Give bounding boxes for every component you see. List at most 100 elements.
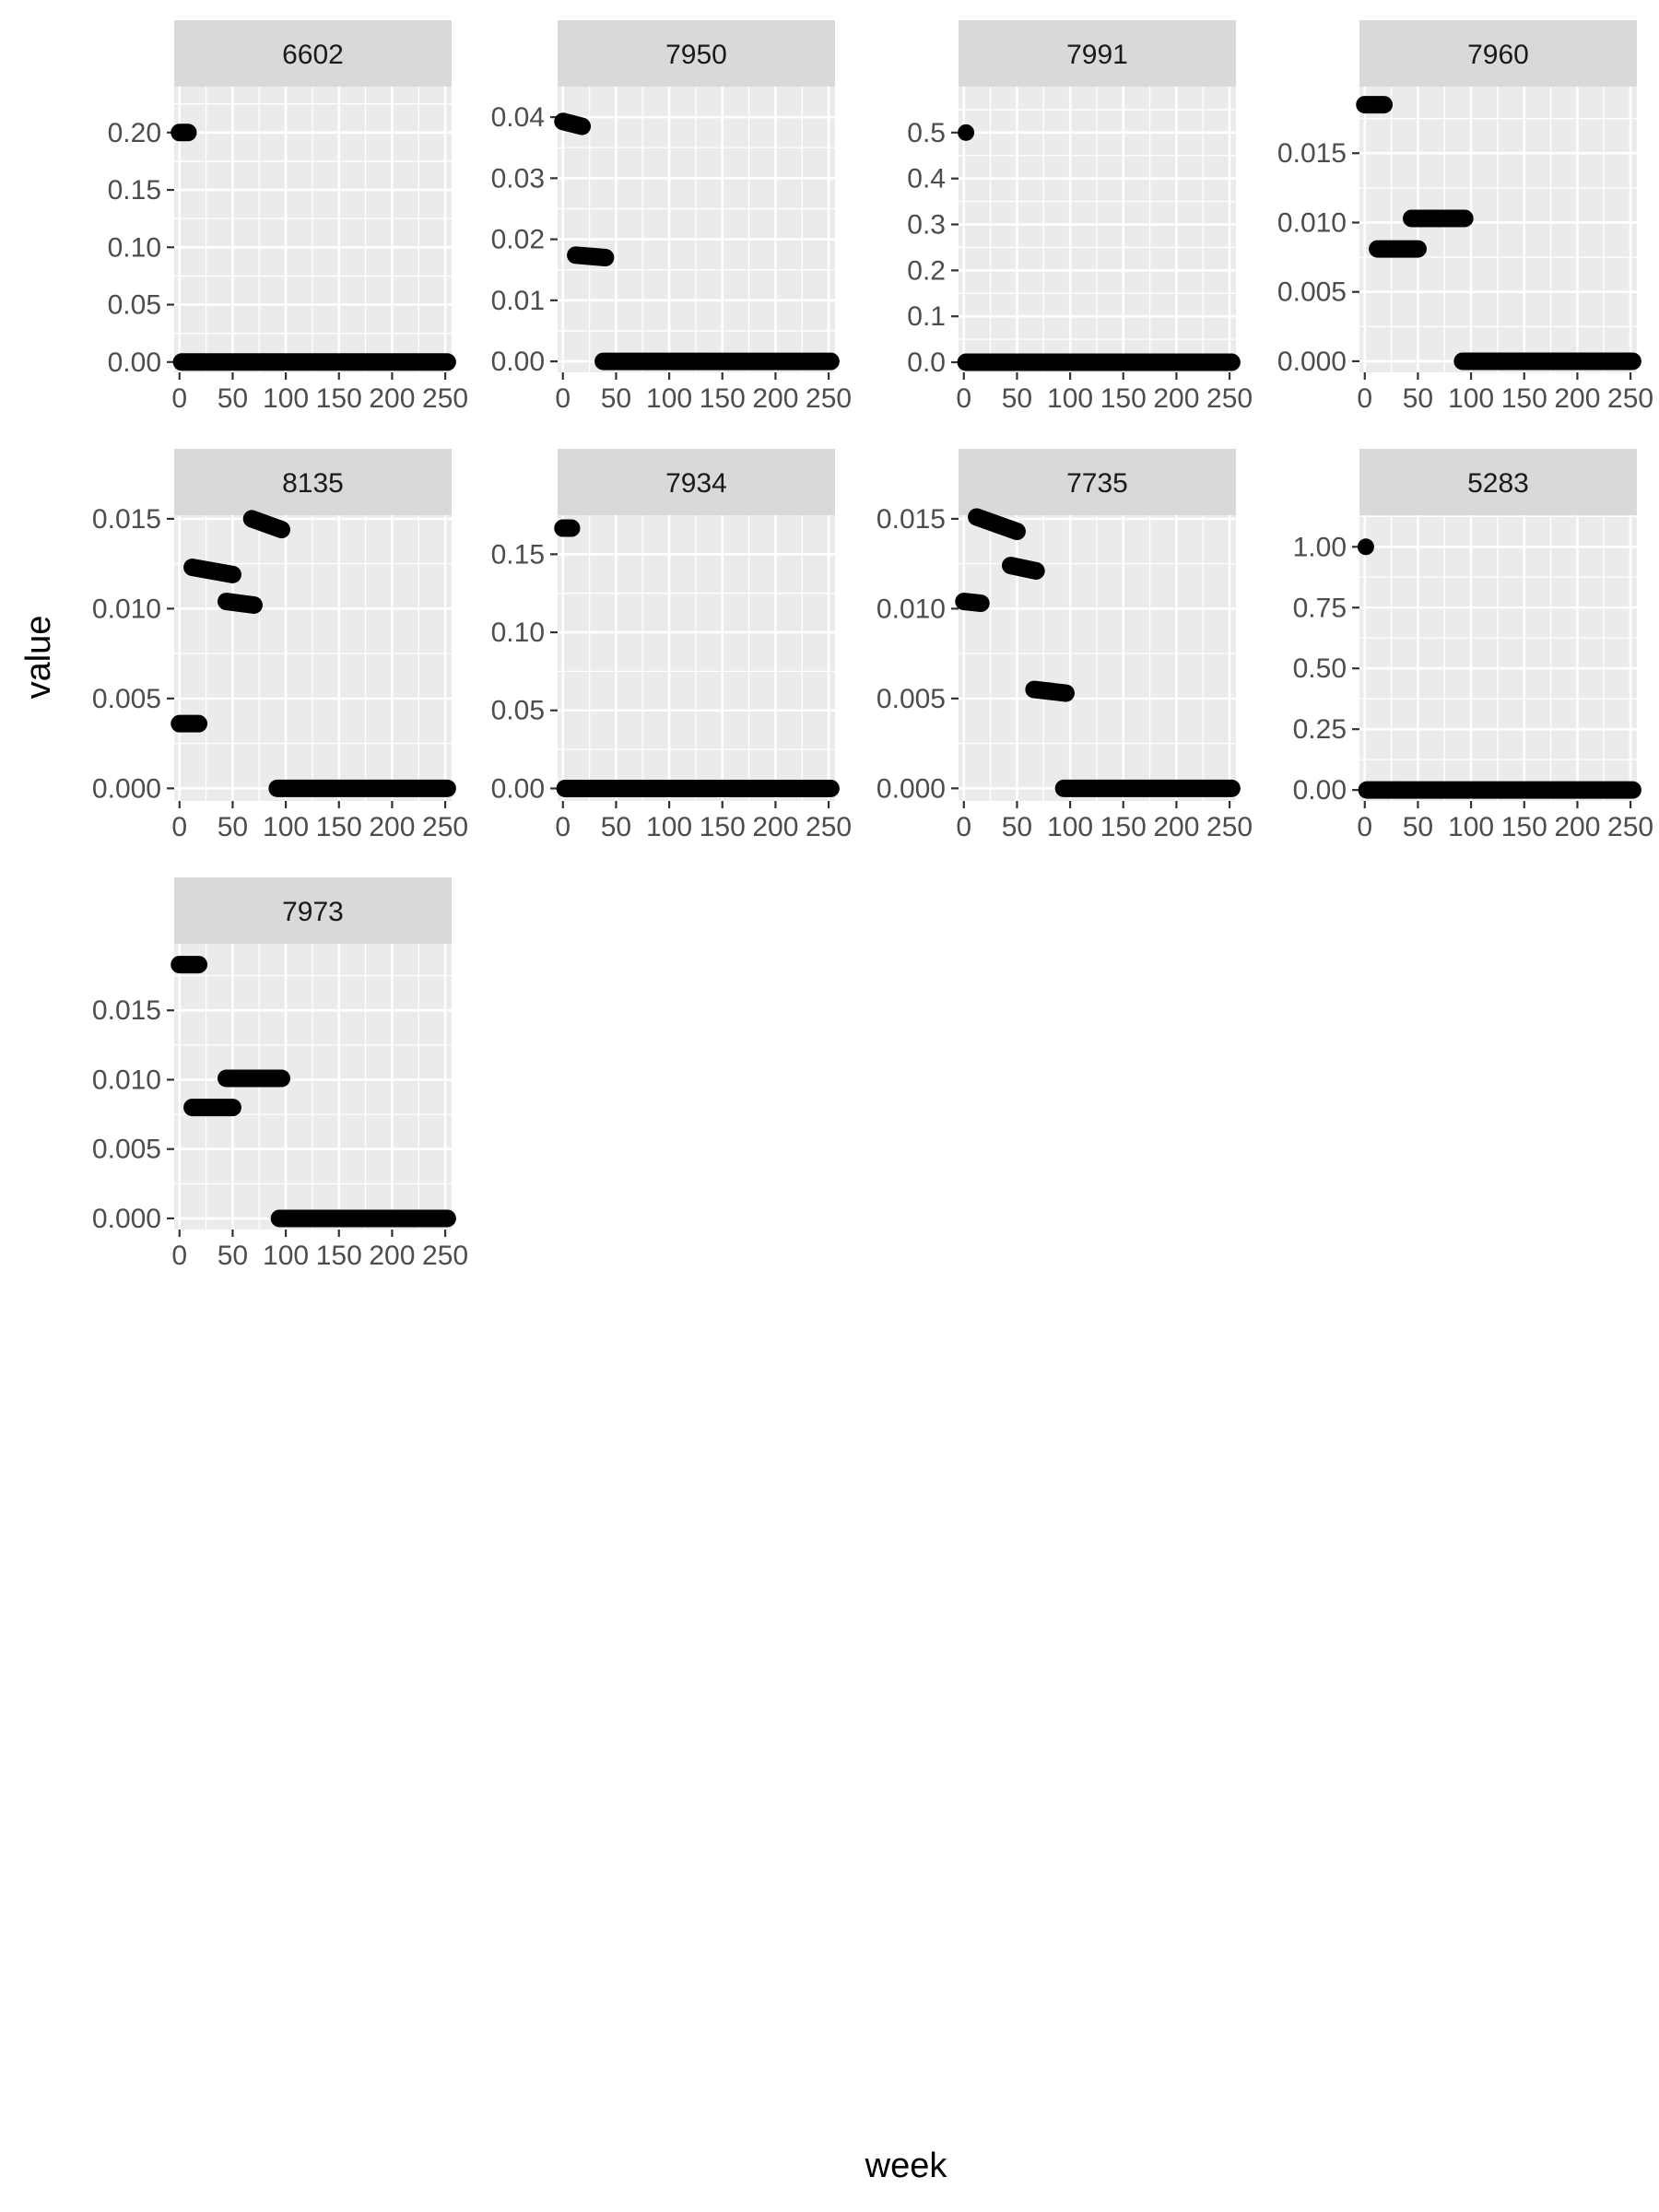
data-point-run: [554, 112, 592, 135]
x-tick-label: 200: [1554, 383, 1600, 414]
y-tick-label: 0.00: [108, 347, 161, 378]
x-tick-label: 250: [422, 383, 468, 414]
data-point-run: [242, 510, 290, 539]
x-tick-label: 200: [369, 383, 415, 414]
x-tick-label: 0: [1357, 812, 1372, 842]
x-tick-label: 150: [700, 383, 746, 414]
facet-panel-8135: 8135 0 50 100 150 200 250 0.000 0.005 0.010 0.015: [92, 449, 468, 842]
y-tick-label: 1.00: [1293, 532, 1347, 562]
x-tick-label: 150: [316, 383, 362, 414]
x-tick-label: 250: [1206, 383, 1253, 414]
x-tick-label: 200: [1554, 812, 1600, 842]
data-point-run: [955, 593, 990, 613]
facet-strip: [1359, 449, 1637, 515]
y-tick-label: 0.000: [877, 773, 946, 804]
y-tick-label: 0.02: [491, 225, 545, 255]
y-tick-label: 0.03: [491, 163, 545, 194]
x-tick-label: 100: [263, 812, 309, 842]
x-tick-label: 150: [316, 1241, 362, 1271]
y-tick-label: 0.010: [92, 1065, 161, 1095]
y-tick-label: 0.005: [92, 1135, 161, 1165]
y-tick-label: 0.05: [491, 696, 545, 726]
x-tick-label: 100: [1047, 812, 1093, 842]
facet-panel-7735: 7735 0 50 100 150 200 250 0.000 0.005 0.010 0.015: [877, 449, 1253, 842]
x-tick-label: 100: [263, 383, 309, 414]
data-point-run: [1025, 680, 1075, 702]
y-tick-label: 0.75: [1293, 593, 1347, 623]
y-tick-label: 0.25: [1293, 714, 1347, 745]
y-tick-label: 0.005: [877, 684, 946, 714]
x-tick-label: 250: [422, 1241, 468, 1271]
x-tick-label: 0: [956, 812, 971, 842]
x-tick-label: 0: [171, 1241, 187, 1271]
facet-strip: [174, 20, 452, 87]
x-tick-label: 250: [806, 383, 852, 414]
y-tick-label: 0.015: [1277, 138, 1347, 169]
y-tick-label: 0.010: [1277, 207, 1347, 238]
data-point-run: [968, 508, 1026, 541]
data-point-run: [567, 246, 615, 266]
y-tick-label: 0.20: [108, 118, 161, 148]
x-tick-label: 0: [171, 812, 187, 842]
x-tick-label: 100: [1448, 383, 1494, 414]
x-tick-label: 200: [752, 812, 798, 842]
x-tick-label: 150: [700, 812, 746, 842]
x-tick-label: 200: [369, 1241, 415, 1271]
x-tick-label: 50: [1002, 812, 1032, 842]
data-point-run: [218, 593, 263, 614]
x-tick-label: 100: [1047, 383, 1093, 414]
facet-strip-title: 7960: [1467, 40, 1529, 70]
facet-panel-7934: 7934 0 50 100 150 200 250 0.00 0.05 0.10 0.15: [491, 449, 852, 842]
y-tick-label: 0.1: [907, 301, 946, 332]
x-tick-label: 150: [1501, 812, 1547, 842]
facet-panel-5283: 5283 0 50 100 150 200 250 0.00 0.25 0.50 0.75 1.00: [1293, 449, 1653, 842]
x-tick-label: 0: [171, 383, 187, 414]
x-tick-label: 0: [956, 383, 971, 414]
y-tick-label: 0.0: [907, 347, 946, 378]
facet-strip: [959, 20, 1236, 87]
x-tick-label: 100: [646, 383, 692, 414]
x-tick-label: 150: [1100, 812, 1147, 842]
y-tick-label: 0.01: [491, 286, 545, 316]
y-tick-label: 0.2: [907, 255, 946, 286]
facet-strip-title: 7735: [1066, 468, 1128, 499]
facet-strip-title: 7973: [282, 897, 344, 927]
y-tick-label: 0.3: [907, 210, 946, 241]
data-point-run: [1002, 557, 1045, 580]
y-tick-label: 0.015: [877, 504, 946, 535]
y-tick-label: 0.15: [491, 539, 545, 570]
facet-strip: [174, 449, 452, 515]
x-axis-label: week: [865, 2147, 948, 2185]
y-tick-label: 0.00: [491, 773, 545, 804]
y-tick-label: 0.010: [877, 594, 946, 624]
y-tick-label: 0.015: [92, 504, 161, 535]
x-tick-label: 250: [1607, 383, 1653, 414]
x-tick-label: 250: [1607, 812, 1653, 842]
x-tick-label: 50: [1403, 812, 1433, 842]
data-point: [958, 124, 975, 141]
facet-strip: [959, 449, 1236, 515]
facet-panel-7960: 7960 0 50 100 150 200 250 0.000 0.005 0.010 0.015: [1277, 20, 1653, 414]
x-tick-label: 100: [646, 812, 692, 842]
facet-strip-title: 7950: [665, 40, 727, 70]
y-tick-label: 0.010: [92, 594, 161, 624]
x-tick-label: 50: [1403, 383, 1433, 414]
data-point: [1357, 538, 1374, 556]
data-point-run: [183, 559, 241, 583]
y-tick-label: 0.015: [92, 995, 161, 1026]
facet-panel-7950: 7950 0 50 100 150 200 250 0.00 0.01 0.02 0.03 0.04: [491, 20, 852, 414]
x-tick-label: 200: [1153, 383, 1199, 414]
x-tick-label: 250: [422, 812, 468, 842]
x-tick-label: 150: [316, 812, 362, 842]
x-tick-label: 50: [218, 1241, 248, 1271]
x-tick-label: 150: [1501, 383, 1547, 414]
x-tick-label: 250: [806, 812, 852, 842]
y-tick-label: 0.4: [907, 164, 946, 194]
facet-strip: [174, 877, 452, 944]
y-tick-label: 0.000: [92, 1204, 161, 1234]
facet-strip-title: 6602: [282, 40, 344, 70]
x-tick-label: 0: [1357, 383, 1372, 414]
facet-strip-title: 5283: [1467, 468, 1529, 499]
y-axis-label: value: [19, 616, 58, 700]
facet-strip-title: 8135: [282, 468, 344, 499]
